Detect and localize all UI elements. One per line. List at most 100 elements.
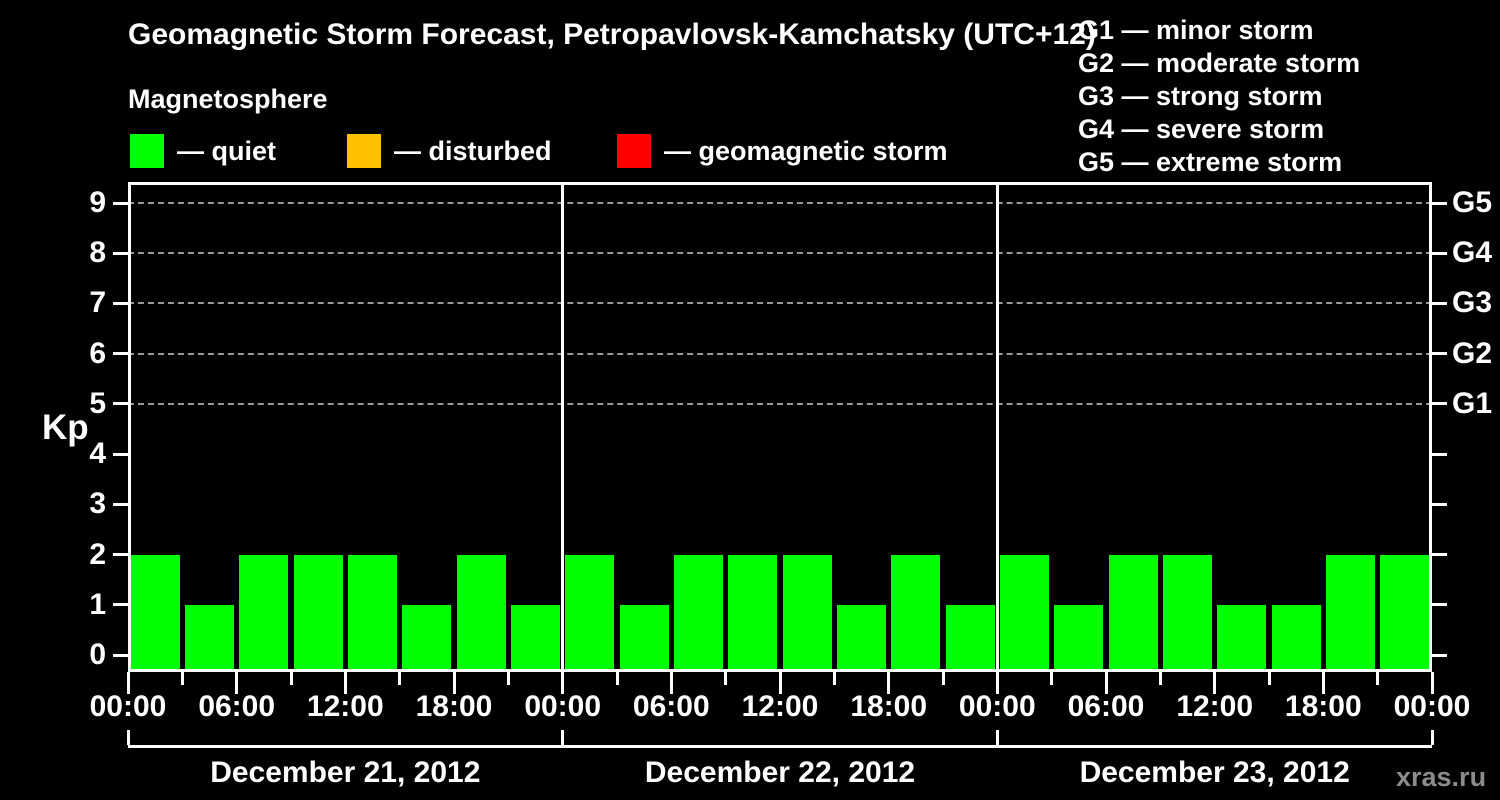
storm-scale-legend: G1 — minor storm G2 — moderate storm G3 … [1078, 14, 1360, 179]
kp-bar [1380, 554, 1430, 672]
storm-color-swatch [617, 134, 651, 168]
storm-scale-line-g3: G3 — strong storm [1078, 81, 1323, 111]
kp-bar [130, 554, 180, 672]
gridline-kp8 [128, 252, 1432, 255]
plot-frame [128, 182, 1432, 672]
y-axis-tick-right [1432, 553, 1447, 557]
kp-bar [945, 604, 995, 672]
x-axis-tick-minor [1050, 672, 1054, 685]
y-axis-label: 5 [89, 386, 106, 420]
x-axis-tick-major [1430, 672, 1434, 694]
y-axis-tick-left [113, 201, 128, 205]
kp-bar [728, 554, 778, 672]
x-axis-tick-minor [1158, 672, 1162, 685]
kp-bar [1162, 554, 1213, 672]
legend-item-geomagnetic-storm: — geomagnetic storm [617, 134, 948, 168]
x-axis-label: 06:00 [632, 690, 710, 723]
y-axis-tick-left [113, 603, 128, 607]
gridline-kp9 [128, 202, 1432, 204]
kp-bar [999, 554, 1050, 672]
x-axis-tick-major [1104, 672, 1108, 694]
y-axis-tick-right [1432, 301, 1447, 305]
date-label: December 22, 2012 [644, 756, 916, 789]
x-axis-label: 12:00 [1176, 690, 1254, 723]
kp-bar [1217, 604, 1267, 672]
date-ruler-tick [1430, 730, 1434, 745]
date-ruler-tick [995, 730, 999, 745]
y-axis-tick-left [113, 301, 128, 305]
gridline-kp7 [128, 302, 1432, 305]
kp-bar [891, 554, 941, 672]
date-label: December 23, 2012 [1079, 756, 1350, 789]
x-axis-tick-major [669, 672, 673, 694]
kp-bar [1271, 604, 1321, 672]
kp-bar [782, 554, 832, 672]
legend-label-disturbed: — disturbed [394, 135, 552, 166]
legend-item-quiet: — quiet [130, 134, 276, 168]
x-axis-tick-major [126, 672, 130, 694]
x-axis-tick-major [343, 672, 347, 694]
x-axis-tick-major [235, 672, 239, 694]
x-axis-tick-minor [1267, 672, 1271, 685]
kp-bar [293, 554, 343, 672]
storm-scale-line-g2: G2 — moderate storm [1078, 48, 1361, 78]
kp-bar [347, 554, 398, 672]
g-scale-label-g3: G3 [1452, 286, 1493, 320]
kp-bar [184, 604, 235, 672]
y-axis-label: 9 [89, 186, 106, 219]
g-scale-label-g5: G5 [1452, 186, 1493, 219]
y-axis-tick-right [1432, 251, 1447, 255]
y-axis-label: 7 [89, 286, 106, 320]
storm-scale-line-g5: G5 — extreme storm [1078, 147, 1343, 177]
x-axis-label: 18:00 [1284, 690, 1362, 723]
x-axis-tick-minor [724, 672, 728, 685]
storm-scale-line-g1: G1 — minor storm [1078, 15, 1314, 45]
kp-bar [510, 604, 561, 672]
date-ruler [128, 745, 1432, 748]
y-axis-tick-right [1432, 352, 1447, 356]
x-axis-tick-major [1321, 672, 1325, 694]
kp-bar [836, 604, 887, 672]
date-ruler-tick [126, 730, 130, 745]
gridline-kp5 [128, 402, 1432, 405]
y-axis-tick-left [113, 452, 128, 456]
chart-title: Geomagnetic Storm Forecast, Petropavlovs… [128, 18, 1096, 51]
x-axis-tick-minor [180, 672, 184, 685]
y-axis-tick-left [113, 502, 128, 506]
x-axis-tick-major [1213, 672, 1217, 694]
x-axis-label: 06:00 [1067, 690, 1145, 723]
x-axis-tick-minor [941, 672, 945, 685]
y-axis-tick-right [1432, 502, 1447, 506]
y-axis-tick-right [1432, 603, 1447, 607]
y-axis-tick-right [1432, 653, 1447, 657]
y-axis-tick-left [113, 553, 128, 557]
y-axis-title: Kp [42, 408, 89, 447]
kp-bar [1108, 554, 1158, 672]
x-axis-tick-major [778, 672, 782, 694]
kp-bar [565, 554, 615, 672]
x-axis-tick-minor [398, 672, 402, 685]
magnetosphere-label: Magnetosphere [128, 84, 328, 114]
y-axis-tick-right [1432, 452, 1447, 456]
watermark: xras.ru [1396, 762, 1487, 792]
x-axis-label: 00:00 [524, 690, 602, 723]
y-axis-tick-left [113, 402, 128, 406]
kp-bar [1325, 554, 1376, 672]
kp-bar [239, 554, 289, 672]
x-axis-label: 18:00 [415, 690, 493, 723]
x-axis-tick-major [995, 672, 999, 694]
y-axis-label: 6 [89, 336, 106, 370]
y-axis-label: 4 [89, 437, 106, 471]
x-axis-label: 12:00 [741, 690, 819, 723]
gridline-kp6 [128, 352, 1432, 355]
x-axis-tick-minor [506, 672, 510, 685]
kp-bar [456, 554, 506, 672]
quiet-color-swatch [130, 134, 164, 168]
kp-bar [1054, 604, 1104, 672]
g-scale-label-g4: G4 [1452, 236, 1493, 270]
y-axis-label: 8 [89, 236, 106, 270]
y-axis-label: 2 [89, 537, 106, 571]
x-axis-label: 00:00 [958, 690, 1036, 723]
kp-bar [673, 554, 724, 672]
x-axis-tick-minor [615, 672, 619, 685]
